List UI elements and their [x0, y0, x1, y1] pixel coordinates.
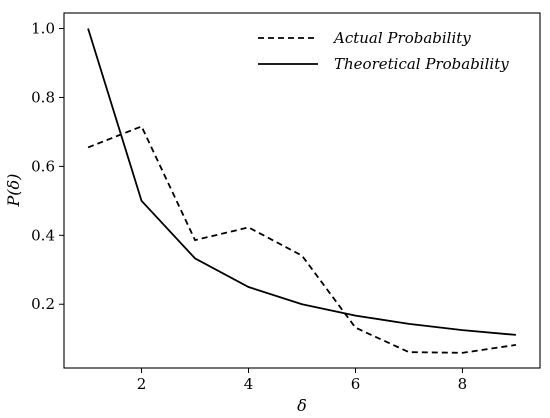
y-tick-label: 0.4: [31, 226, 55, 244]
legend-label-theoretical-probability: Theoretical Probability: [334, 55, 509, 73]
y-tick-label: 1.0: [31, 20, 55, 38]
y-axis-label: P(δ): [4, 174, 23, 208]
y-axis-ticks: 0.2 0.4 0.6 0.8 1.0: [31, 20, 64, 313]
plot-area-frame: [63, 12, 541, 369]
legend-label-actual-probability: Actual Probability: [332, 29, 471, 47]
series-line-theoretical-probability: [87, 28, 517, 336]
legend: Actual Probability Theoretical Probabili…: [258, 29, 509, 73]
y-tick-label: 0.8: [31, 88, 55, 106]
y-tick-label: 0.6: [31, 157, 55, 175]
x-axis-label: δ: [297, 396, 307, 415]
x-tick-label: 8: [458, 375, 468, 393]
x-tick-label: 2: [137, 375, 147, 393]
x-tick-label: 6: [351, 375, 361, 393]
y-tick-label: 0.2: [31, 295, 55, 313]
x-axis-ticks: 2 4 6 8: [137, 368, 467, 393]
x-tick-label: 4: [244, 375, 254, 393]
series-layer: [87, 28, 517, 354]
series-line-actual-probability: [87, 125, 517, 354]
